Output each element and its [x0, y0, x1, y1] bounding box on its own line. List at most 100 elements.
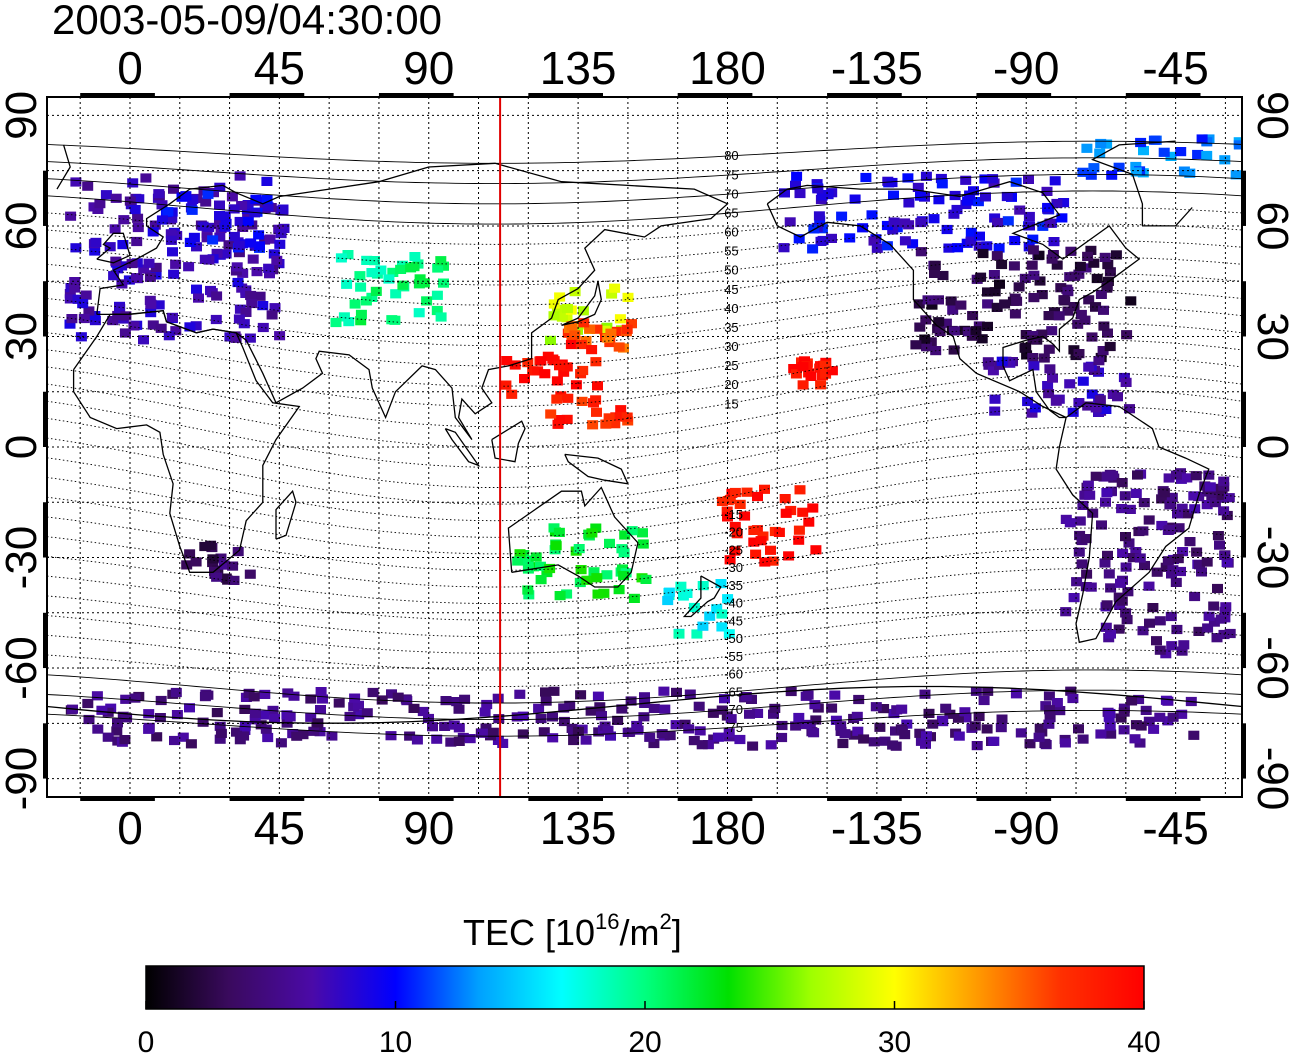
tec-pixel: [1154, 712, 1166, 722]
tec-pixel: [1100, 622, 1112, 632]
tec-pixel: [573, 544, 585, 554]
tec-pixel: [274, 331, 286, 341]
tec-pixel: [941, 224, 953, 235]
tec-pixel: [184, 703, 195, 713]
tec-pixel: [927, 719, 939, 729]
tec-pixel: [868, 236, 880, 246]
coastline: [72, 309, 301, 573]
tec-pixel: [981, 724, 993, 734]
tec-pixel: [77, 299, 89, 309]
tec-pixel: [397, 280, 409, 290]
tec-pixel: [1080, 534, 1092, 544]
magnetic-latitude-contour: [47, 223, 1242, 266]
tec-pixel: [214, 734, 226, 744]
bottom-longitude-tick-label: 45: [254, 802, 305, 854]
tec-pixel: [231, 727, 242, 737]
tec-pixel: [1189, 591, 1201, 602]
tec-pixel: [1100, 497, 1111, 507]
tec-pixel: [1043, 719, 1055, 729]
tec-pixel: [234, 216, 246, 227]
tec-pixel: [797, 380, 809, 390]
tec-pixel: [102, 732, 114, 742]
tec-pixel: [234, 171, 246, 181]
tec-pixel: [784, 217, 796, 227]
tec-pixel: [993, 243, 1005, 253]
tec-pixel: [899, 730, 911, 740]
tec-pixel: [1156, 520, 1168, 531]
tec-pixel: [996, 714, 1008, 724]
tec-pixel: [1074, 530, 1086, 541]
tec-pixel: [1218, 506, 1230, 516]
tec-pixel: [1050, 396, 1062, 406]
frame-scale-bar: [1241, 170, 1246, 226]
tec-pixel: [167, 312, 178, 322]
tec-pixel: [973, 321, 985, 331]
tec-pixel: [151, 732, 163, 742]
tec-pixel: [1201, 500, 1213, 510]
tec-pixel: [1175, 147, 1187, 157]
tec-pixel: [923, 708, 935, 718]
tec-pixel: [251, 267, 263, 277]
frame-scale-bars: [43, 93, 1246, 801]
magnetic-latitude-contour: [47, 140, 1242, 164]
magnetic-latitude-contour: [47, 256, 1242, 306]
coastline: [1055, 402, 1210, 644]
tec-pixel: [228, 231, 240, 242]
tec-pixel: [1034, 276, 1046, 286]
tec-pixel: [810, 715, 822, 725]
tec-pixel: [659, 704, 671, 714]
tec-pixel: [1077, 500, 1089, 510]
magnetic-latitude-label: -75: [724, 720, 743, 735]
tec-pixel: [1044, 364, 1056, 374]
tec-pixel: [250, 194, 262, 204]
tec-pixel: [487, 727, 499, 737]
colorbar-tick-label: 40: [1127, 1026, 1160, 1057]
tec-pixel: [257, 301, 269, 311]
tec-pixel: [199, 541, 211, 552]
frame-scale-bar: [827, 796, 902, 801]
tec-pixel: [349, 299, 361, 309]
tec-pixel: [1096, 520, 1107, 530]
magnetic-latitude-label: -60: [724, 667, 743, 682]
tec-pixel: [266, 310, 278, 320]
tec-pixel: [575, 339, 587, 350]
tec-pixel: [920, 315, 932, 325]
tec-pixel: [1082, 480, 1094, 490]
tec-pixel: [602, 333, 614, 343]
tec-pixel: [370, 286, 382, 296]
tec-pixel: [215, 553, 227, 563]
tec-pixel: [342, 250, 354, 260]
tec-pixel: [584, 324, 596, 334]
tec-pixel: [214, 217, 226, 227]
tec-pixel: [922, 295, 934, 305]
tec-pixel: [1212, 583, 1223, 594]
tec-pixel: [522, 358, 534, 368]
tec-pixel: [741, 487, 753, 497]
tec-pixel: [119, 735, 131, 745]
tec-pixel: [404, 731, 416, 741]
tec-pixel: [948, 209, 960, 219]
tec-pixel: [808, 224, 820, 234]
magnetic-latitude-contour: [47, 339, 1242, 407]
tec-pixel: [291, 731, 303, 741]
tec-pixel: [1170, 577, 1182, 587]
tec-pixel: [1135, 137, 1147, 148]
tec-pixel: [275, 738, 287, 748]
tec-pixel: [578, 318, 590, 328]
tec-pixel: [1105, 729, 1117, 739]
tec-pixel: [168, 184, 179, 194]
tec-pixel: [89, 246, 101, 256]
tec-pixel: [783, 551, 795, 561]
magnetic-latitude-contour: [47, 628, 1242, 671]
tec-pixel: [184, 237, 196, 247]
tec-pixel: [149, 220, 161, 230]
tec-pixel: [535, 714, 547, 724]
tec-pixel: [132, 213, 144, 223]
tec-pixel: [626, 319, 637, 329]
frame-scale-bar: [43, 281, 48, 337]
tec-pixel: [305, 694, 317, 704]
magnetic-latitude-contour: [47, 406, 1242, 488]
tec-pixel: [592, 381, 603, 391]
tec-pixel: [361, 708, 373, 718]
